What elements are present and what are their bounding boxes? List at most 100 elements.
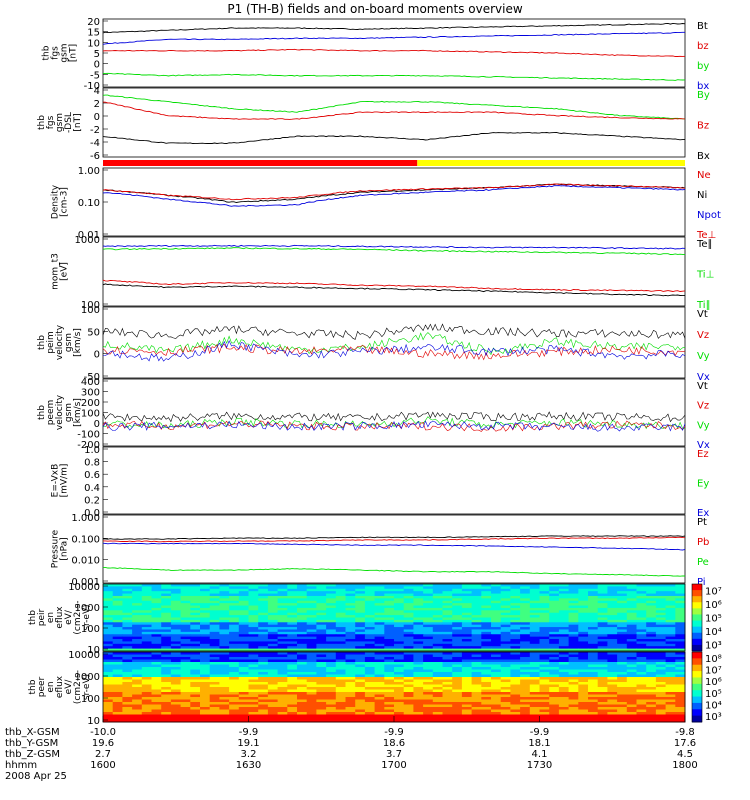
spectrogram-cell [568, 588, 579, 592]
spectrogram-cell [646, 702, 657, 705]
spectrogram-cell [277, 717, 288, 720]
spectrogram-cell [510, 682, 521, 685]
spectrogram-cell [190, 669, 201, 673]
spectrogram-cell [190, 610, 201, 614]
spectrogram-cell [335, 719, 346, 723]
spectrogram-cell [277, 687, 288, 690]
spectrogram-cell [636, 615, 647, 618]
spectrogram-cell [558, 584, 570, 587]
spectrogram-cell [287, 591, 298, 595]
spectrogram-cell [461, 662, 473, 665]
spectrogram-cell [636, 617, 647, 621]
spectrogram-cell [529, 669, 540, 673]
spectrogram-cell [432, 662, 443, 665]
spectrogram-cell [471, 697, 482, 700]
spectrogram-cell [219, 619, 230, 623]
spectrogram-cell [219, 672, 230, 675]
spectrogram-cell [655, 588, 667, 592]
legend-entry: bz [697, 41, 709, 52]
spectrogram-cell [655, 707, 667, 710]
spectrogram-cell [355, 664, 366, 668]
spectrogram-cell [277, 652, 288, 655]
spectrogram-cell [355, 702, 366, 705]
spectrogram-cell [355, 697, 366, 700]
spectrogram-cell [471, 603, 482, 607]
spectrogram-cell [258, 654, 269, 658]
spectrogram-cell [558, 662, 570, 665]
spectrogram-cell [520, 684, 531, 688]
x-tick-label: 4.1 [532, 749, 548, 760]
spectrogram-cell [326, 692, 337, 695]
y-tick-label: 0.0 [84, 508, 100, 519]
spectrogram-cell [646, 654, 657, 658]
spectrogram-cell [500, 682, 511, 685]
spectrogram-cell [345, 712, 356, 715]
spectrogram-cell [258, 684, 269, 688]
spectrogram-cell [539, 702, 550, 705]
spectrogram-cell [471, 639, 482, 642]
spectrogram-cell [607, 659, 618, 663]
spectrogram-cell [636, 662, 647, 665]
spectrogram-cell [529, 667, 540, 670]
legend-entry: Te∥ [696, 239, 713, 250]
spectrogram-cell [549, 692, 560, 695]
y-axis-label: E=-VxB [51, 464, 61, 498]
y-axis-label: peem [46, 400, 56, 426]
spectrogram-cell [219, 622, 230, 626]
spectrogram-cell [267, 677, 279, 680]
spectrogram-cell [655, 586, 667, 590]
spectrogram-cell [355, 634, 366, 638]
spectrogram-cell [132, 684, 143, 688]
spectrogram-cell [277, 598, 288, 602]
spectrogram-cell [500, 712, 511, 715]
spectrogram-cell [626, 595, 637, 599]
spectrogram-cell [452, 636, 463, 640]
spectrogram-cell [413, 641, 424, 645]
spectrogram-cell [558, 627, 570, 630]
spectrogram-cell [452, 612, 463, 616]
spectrogram-cell [403, 674, 414, 678]
spectrogram-cell [617, 677, 628, 680]
spectrogram-cell [277, 595, 288, 599]
spectrogram-cell [500, 687, 511, 690]
spectrogram-cell [539, 631, 550, 635]
spectrogram-cell [248, 610, 259, 614]
spectrogram-cell [316, 646, 327, 650]
spectrogram-cell [510, 639, 521, 642]
spectrogram-cell [287, 719, 298, 723]
spectrogram-cell [384, 591, 395, 595]
spectrogram-cell [558, 684, 570, 688]
spectrogram-cell [549, 593, 560, 597]
spectrogram-cell [432, 719, 443, 723]
spectrogram-cell [442, 610, 453, 614]
spectrogram-cell [297, 669, 308, 673]
spectrogram-cell [665, 657, 676, 660]
spectrogram-cell [607, 654, 618, 658]
spectrogram-cell [646, 622, 657, 626]
colorbar-tick-label: 10³ [705, 640, 722, 651]
spectrogram-cell [122, 643, 133, 647]
spectrogram-cell [306, 648, 317, 652]
spectrogram-cell [326, 704, 337, 708]
spectrogram-cell [452, 719, 463, 723]
spectrogram-cell [200, 712, 211, 715]
series-line [102, 94, 685, 120]
spectrogram-cell [617, 687, 628, 690]
spectrogram-cell [267, 622, 279, 626]
spectrogram-cell [219, 641, 230, 645]
legend-entry: Ni [697, 190, 707, 201]
spectrogram-cell [471, 631, 482, 635]
y-tick-label: 1.00 [78, 166, 100, 177]
spectrogram-cell [413, 679, 424, 683]
spectrogram-cell [364, 679, 376, 683]
spectrogram-cell [297, 667, 308, 670]
spectrogram-cell [345, 687, 356, 690]
spectrogram-cell [520, 600, 531, 604]
spectrogram-cell [209, 607, 220, 611]
spectrogram-cell [539, 677, 550, 680]
spectrogram-cell [180, 646, 191, 650]
spectrogram-cell [471, 595, 482, 599]
spectrogram-cell [316, 634, 327, 638]
spectrogram-cell [229, 584, 240, 587]
